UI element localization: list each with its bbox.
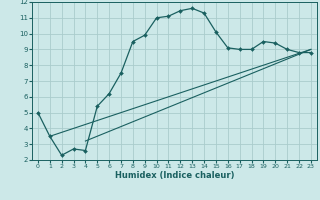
X-axis label: Humidex (Indice chaleur): Humidex (Indice chaleur) xyxy=(115,171,234,180)
